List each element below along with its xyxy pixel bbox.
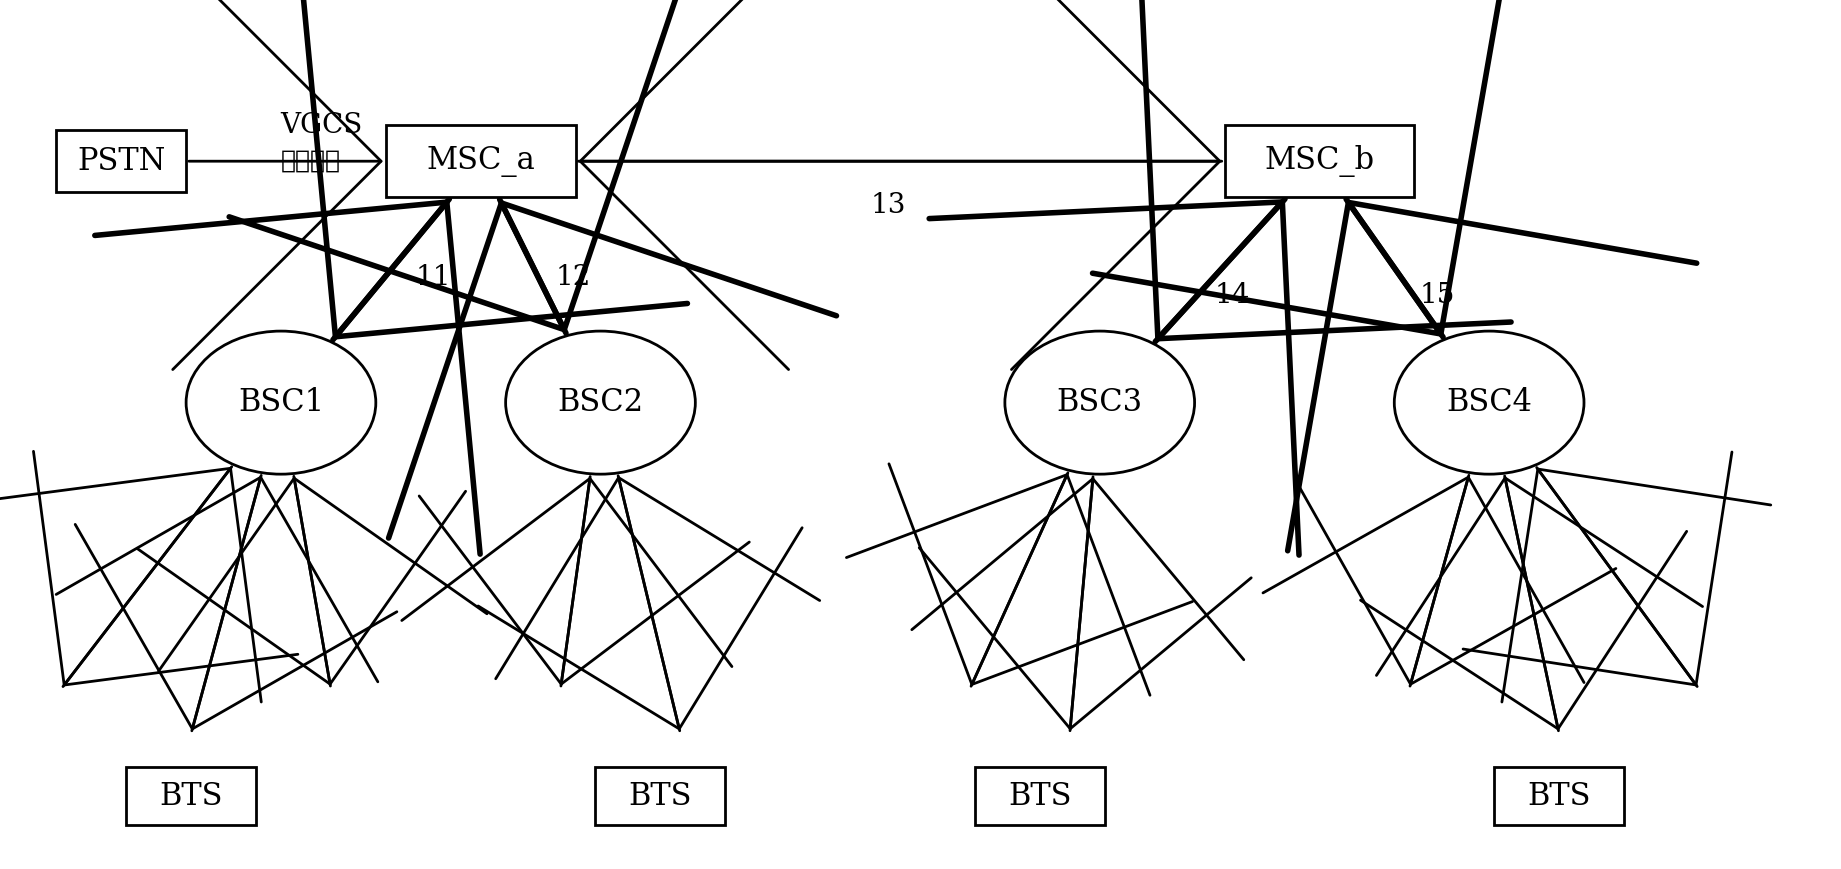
FancyBboxPatch shape bbox=[1224, 125, 1414, 197]
Text: BSC3: BSC3 bbox=[1057, 387, 1143, 418]
Text: BTS: BTS bbox=[1528, 780, 1591, 812]
FancyBboxPatch shape bbox=[976, 767, 1105, 826]
Text: 15: 15 bbox=[1419, 282, 1454, 308]
Ellipse shape bbox=[1394, 331, 1583, 474]
Text: 业务建立: 业务建立 bbox=[282, 149, 341, 173]
Text: 11: 11 bbox=[416, 264, 451, 291]
Text: 12: 12 bbox=[556, 264, 591, 291]
Text: 14: 14 bbox=[1215, 282, 1250, 308]
FancyBboxPatch shape bbox=[57, 129, 186, 193]
Ellipse shape bbox=[1005, 331, 1195, 474]
Text: VGCS: VGCS bbox=[280, 112, 363, 139]
FancyBboxPatch shape bbox=[1495, 767, 1624, 826]
Text: BTS: BTS bbox=[1009, 780, 1071, 812]
Text: BSC1: BSC1 bbox=[237, 387, 324, 418]
FancyBboxPatch shape bbox=[387, 125, 576, 197]
Text: BSC4: BSC4 bbox=[1447, 387, 1532, 418]
Text: MSC_b: MSC_b bbox=[1265, 145, 1375, 177]
Ellipse shape bbox=[506, 331, 696, 474]
Text: MSC_a: MSC_a bbox=[427, 146, 536, 176]
Text: BTS: BTS bbox=[160, 780, 223, 812]
Text: BTS: BTS bbox=[628, 780, 692, 812]
Ellipse shape bbox=[186, 331, 376, 474]
Text: BSC2: BSC2 bbox=[558, 387, 644, 418]
Text: 13: 13 bbox=[871, 192, 906, 219]
Text: PSTN: PSTN bbox=[77, 146, 166, 176]
FancyBboxPatch shape bbox=[595, 767, 725, 826]
FancyBboxPatch shape bbox=[127, 767, 256, 826]
